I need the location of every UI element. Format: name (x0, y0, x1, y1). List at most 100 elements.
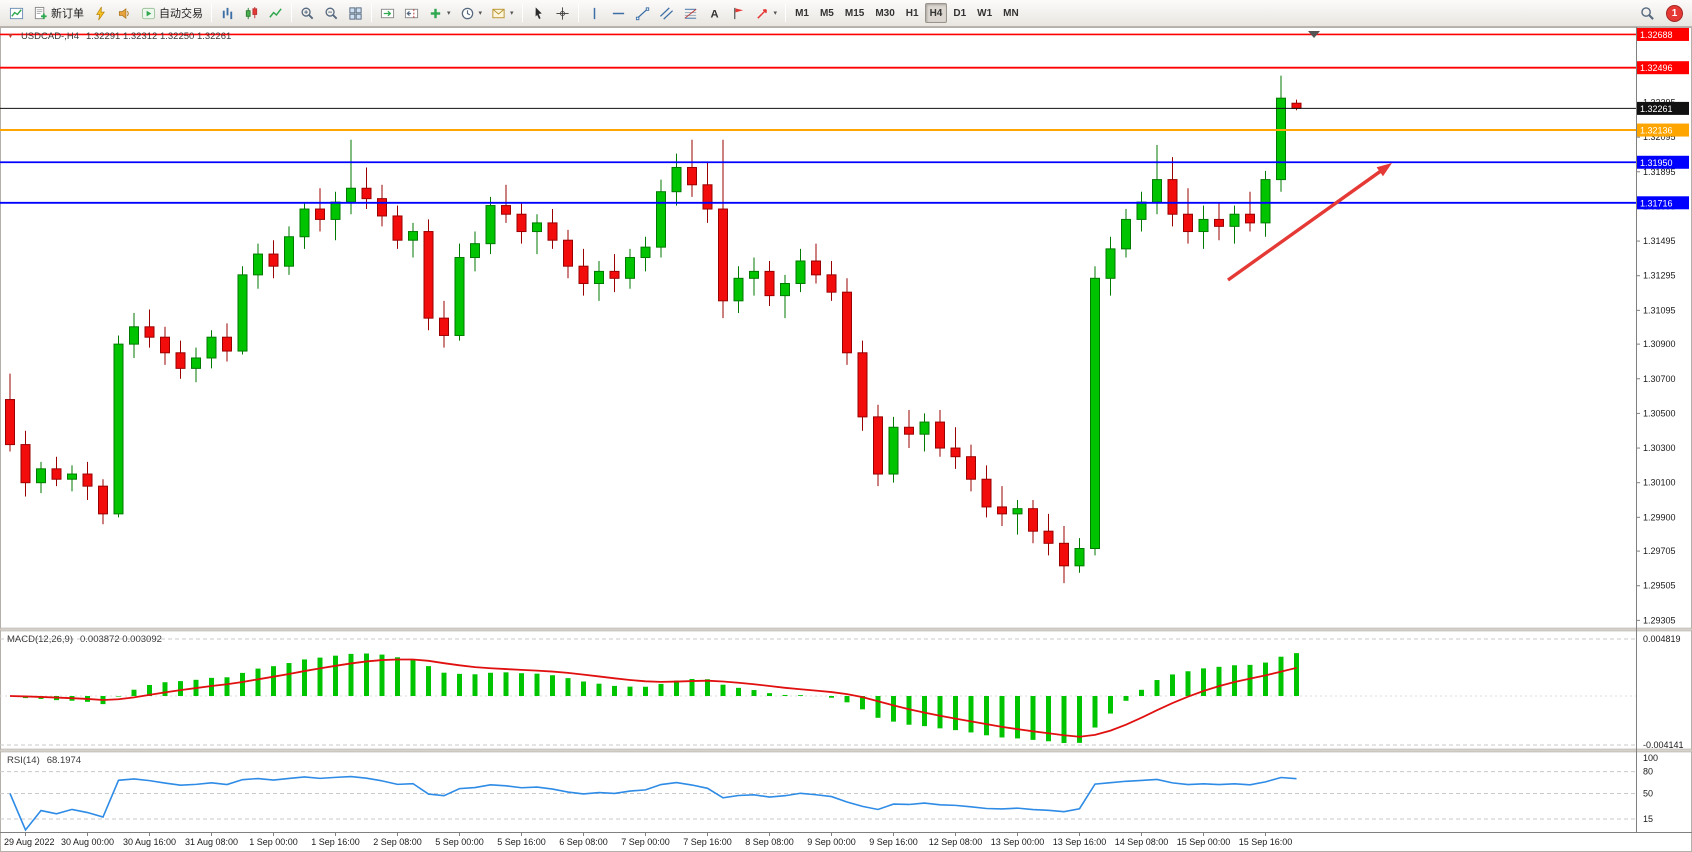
toolbar-separator (371, 4, 372, 22)
svg-text:50: 50 (1643, 789, 1653, 799)
tf-m30-button[interactable]: M30 (875, 7, 895, 19)
svg-text:1.30500: 1.30500 (1643, 408, 1676, 418)
zoom-in-button[interactable] (296, 2, 319, 24)
svg-text:9 Sep 16:00: 9 Sep 16:00 (869, 837, 918, 847)
tf-w1-button[interactable]: W1 (977, 7, 993, 19)
svg-text:1.31716: 1.31716 (1640, 198, 1673, 208)
tf-d1-button[interactable]: D1 (953, 7, 967, 19)
crosshair-mode-button[interactable] (551, 2, 574, 24)
toolbar-separator (521, 4, 523, 22)
zoom-out-icon (324, 6, 339, 21)
macd-header: MACD(12,26,9) 0.003872 0.003092 (7, 634, 162, 645)
line-chart-mode-button[interactable] (264, 2, 287, 24)
svg-text:8 Sep 08:00: 8 Sep 08:00 (745, 837, 794, 847)
svg-text:1.32095: 1.32095 (1643, 132, 1676, 142)
svg-text:0.004819: 0.004819 (1643, 634, 1681, 644)
vline-icon (587, 6, 602, 21)
dropdown-caret-icon: ▾ (510, 10, 514, 17)
toolbar-separator (785, 4, 787, 22)
trend-arrow[interactable] (1227, 163, 1392, 282)
svg-text:1.31295: 1.31295 (1643, 271, 1676, 281)
svg-text:15 Sep 16:00: 15 Sep 16:00 (1239, 837, 1293, 847)
auto-scroll-icon (380, 6, 395, 21)
periods-button[interactable]: ▾ (456, 2, 487, 24)
candle-chart-icon (244, 6, 259, 21)
rsi-label: RSI(14) (7, 755, 40, 766)
auto-trading-label: 自动交易 (159, 8, 203, 20)
chart-shift-button[interactable] (400, 2, 423, 24)
svg-text:7 Sep 00:00: 7 Sep 00:00 (621, 837, 670, 847)
label-tool-button[interactable] (727, 2, 750, 24)
horizontal-lines[interactable] (0, 33, 1636, 204)
speaker-icon (117, 6, 132, 21)
tf-mn-button[interactable]: MN (1003, 7, 1019, 19)
macd-label: MACD(12,26,9) (7, 634, 73, 645)
bar-chart-icon (220, 6, 235, 21)
indicators-button[interactable]: ▾ (424, 2, 455, 24)
rsi-line (9, 775, 1297, 832)
tf-m5-button[interactable]: M5 (819, 7, 834, 19)
candles-layer (5, 75, 1302, 584)
alerts-button[interactable] (113, 2, 136, 24)
dropdown-caret-icon: ▾ (478, 10, 483, 17)
svg-text:30 Aug 00:00: 30 Aug 00:00 (61, 837, 114, 847)
chart-window-icon (9, 6, 24, 21)
dropdown-caret-icon: ▾ (447, 10, 451, 17)
auto-scroll-button[interactable] (376, 2, 399, 24)
tf-m1-button[interactable]: M1 (795, 7, 809, 19)
fibonacci-tool-button[interactable] (679, 2, 702, 24)
vertical-line-tool-button[interactable] (583, 2, 606, 24)
svg-text:1.30700: 1.30700 (1643, 374, 1676, 384)
zoom-in-icon (300, 6, 315, 21)
search-button[interactable] (1636, 2, 1659, 24)
svg-text:15: 15 (1643, 814, 1653, 824)
candle-chart-mode-button[interactable] (240, 2, 263, 24)
zoom-out-button[interactable] (320, 2, 343, 24)
rsi-splitter[interactable] (0, 748, 1692, 753)
dropdown-caret-icon: ▾ (773, 10, 778, 17)
tf-m15-button[interactable]: M15 (844, 7, 865, 19)
bar-chart-mode-button[interactable] (216, 2, 239, 24)
svg-text:6 Sep 08:00: 6 Sep 08:00 (559, 837, 608, 847)
chart-shift-marker-icon[interactable] (1308, 31, 1320, 38)
price-axis: 1.322951.320951.318951.316951.314951.312… (1636, 27, 1689, 832)
text-tool-button[interactable]: A (703, 2, 726, 24)
svg-text:5 Sep 16:00: 5 Sep 16:00 (497, 837, 546, 847)
chart-shift-icon (404, 6, 419, 21)
symbol-marker-icon: ▼ (7, 33, 14, 40)
tf-h1-button[interactable]: H1 (905, 7, 919, 19)
crosshair-icon (555, 6, 570, 21)
new-chart-button[interactable] (5, 2, 28, 24)
horizontal-line-tool-button[interactable] (607, 2, 630, 24)
metaeditor-button[interactable] (89, 2, 112, 24)
svg-text:1.31495: 1.31495 (1643, 236, 1676, 246)
svg-text:1.32496: 1.32496 (1640, 63, 1673, 73)
arrow-tool-button[interactable]: ▾ (751, 2, 782, 24)
cursor-icon (531, 6, 546, 21)
tile-windows-button[interactable] (344, 2, 367, 24)
cursor-mode-button[interactable] (527, 2, 550, 24)
text-a-icon: A (707, 6, 722, 21)
clock-icon (460, 6, 475, 21)
toolbar-separator (577, 4, 579, 22)
notification-badge[interactable]: 1 (1666, 4, 1683, 22)
svg-text:1.31095: 1.31095 (1643, 305, 1676, 315)
auto-trading-button[interactable]: 自动交易 (137, 2, 207, 24)
indicators-plus-icon (428, 6, 443, 21)
svg-text:5 Sep 00:00: 5 Sep 00:00 (435, 837, 484, 847)
tf-h4-button[interactable]: H4 (924, 3, 948, 23)
line-chart-icon (268, 6, 283, 21)
channel-tool-button[interactable] (655, 2, 678, 24)
svg-text:15 Sep 00:00: 15 Sep 00:00 (1177, 837, 1231, 847)
macd-splitter[interactable] (0, 627, 1692, 632)
svg-text:13 Sep 16:00: 13 Sep 16:00 (1053, 837, 1107, 847)
trendline-tool-button[interactable] (631, 2, 654, 24)
templates-button[interactable]: ▾ (487, 2, 518, 24)
new-order-label: 新订单 (51, 8, 84, 20)
autotrade-icon (141, 6, 156, 21)
svg-text:2 Sep 08:00: 2 Sep 08:00 (373, 837, 422, 847)
svg-text:1.29705: 1.29705 (1643, 546, 1676, 556)
new-order-button[interactable]: 新订单 (29, 2, 88, 24)
